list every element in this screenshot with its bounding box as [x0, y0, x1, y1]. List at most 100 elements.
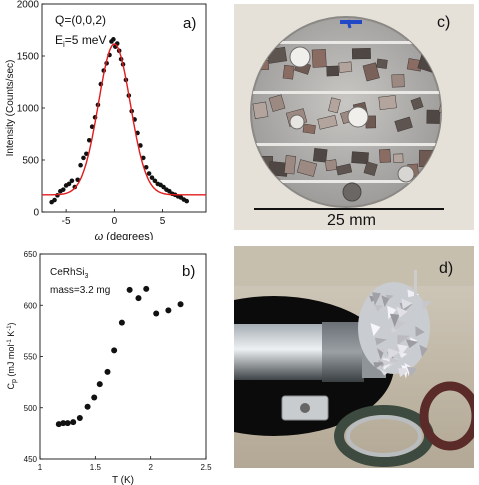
foil-crinkle	[374, 305, 383, 313]
foil-crinkle	[374, 337, 387, 346]
foil-crinkle	[391, 326, 398, 333]
data-point-a	[86, 137, 92, 143]
crystal-piece	[393, 153, 404, 163]
foil-crinkle	[405, 339, 419, 349]
foil-crinkle	[387, 305, 397, 320]
data-point-b	[91, 394, 98, 401]
data-point-b	[96, 381, 103, 388]
x-tick-label-b: 2.5	[200, 463, 212, 472]
crystal-piece	[394, 116, 413, 132]
y-axis-label-a: Intensity (Counts/sec)	[5, 60, 16, 157]
data-point-a	[89, 124, 95, 130]
x-axis-label-b: T (K)	[112, 475, 134, 485]
photo-d-drawing	[234, 246, 474, 468]
foil-crinkle	[401, 298, 413, 310]
crystal-piece	[363, 161, 378, 176]
photo-sample-holder: d)	[234, 246, 474, 468]
foil-crinkle	[396, 306, 408, 318]
crystal-piece	[311, 48, 327, 68]
y-tick-label-b: 450	[24, 455, 38, 464]
data-point-b	[104, 368, 111, 375]
data-point-b	[60, 420, 67, 427]
crystal-piece	[284, 155, 297, 175]
panel-label-d: d)	[439, 260, 454, 277]
foil-crinkle	[415, 326, 425, 337]
y-tick-label-a: 1500	[17, 52, 40, 63]
crystal-piece	[335, 163, 353, 176]
crystal-piece	[252, 101, 269, 119]
photo-c-drawing	[234, 4, 474, 230]
x-tick-label-b: 1	[38, 463, 43, 472]
crystal-piece	[338, 61, 353, 73]
scale-bar-label: 25 mm	[327, 212, 376, 229]
panel-label-c: c)	[437, 14, 451, 31]
y-tick-label-b: 500	[24, 404, 38, 413]
x-tick-label-a: 0	[112, 216, 118, 227]
crystal-piece	[326, 65, 340, 77]
data-point-a	[184, 198, 190, 204]
data-point-a	[140, 155, 146, 161]
x-tick-label-b: 2	[148, 463, 153, 472]
panel-label-b: b)	[182, 263, 195, 280]
annot-ei: Ei=5 meV	[55, 33, 107, 49]
data-point-b	[143, 285, 150, 292]
y-axis-label-b: Cp (mJ mol-1 K-1)	[6, 322, 18, 389]
data-point-a	[146, 171, 152, 176]
y-tick-label-a: 2000	[17, 0, 40, 11]
y-tick-label-a: 1000	[17, 104, 40, 115]
data-point-a	[69, 178, 75, 184]
data-point-b	[111, 347, 118, 354]
data-point-a	[52, 197, 57, 203]
y-tick-label-a: 0	[33, 208, 39, 219]
crystal-piece	[391, 74, 405, 88]
x-axis-label-a: ω (degrees)	[95, 231, 154, 240]
foil-crinkle	[397, 335, 411, 345]
data-point-b	[70, 419, 77, 426]
data-point-a	[60, 187, 66, 192]
data-point-b	[165, 307, 172, 314]
crystal-piece	[282, 64, 295, 80]
data-point-a	[143, 164, 149, 170]
crystal-piece	[351, 151, 369, 165]
foil-crinkle	[389, 313, 400, 328]
data-point-b	[64, 420, 71, 427]
x-tick-label-a: -5	[62, 216, 71, 227]
foil-crinkle	[380, 358, 394, 366]
foil-crinkle	[396, 344, 409, 356]
crystal-piece	[328, 97, 341, 114]
data-point-a	[78, 162, 83, 168]
x-tick-label-a: 5	[160, 216, 166, 227]
foil-crinkle	[381, 295, 390, 307]
data-point-b	[84, 403, 91, 410]
foil-crinkle	[421, 301, 432, 311]
foil-crinkle	[407, 289, 420, 298]
foil-crinkle	[373, 362, 386, 369]
data-point-a	[152, 178, 158, 184]
crystal-piece	[362, 62, 380, 82]
annot-q: Q=(0,0,2)	[55, 13, 106, 27]
crystal-piece	[426, 109, 440, 124]
data-point-b	[177, 301, 184, 308]
data-point-a	[138, 143, 143, 148]
crystal-piece	[324, 159, 338, 172]
foil-crinkle	[406, 366, 417, 377]
data-point-b	[76, 415, 83, 421]
crystal-piece	[410, 97, 424, 111]
data-point-a	[66, 181, 72, 187]
data-point-a	[149, 175, 155, 180]
data-point-b	[118, 319, 125, 326]
crystal-piece	[378, 95, 397, 110]
panel-label-a: a)	[183, 15, 196, 32]
fit-curve	[42, 43, 206, 196]
foil-crinkle	[379, 369, 388, 376]
annot-mass: mass=3.2 mg	[50, 285, 110, 296]
data-point-b	[135, 295, 142, 302]
y-tick-label-b: 550	[24, 353, 38, 362]
data-point-b	[126, 286, 133, 293]
crystal-piece	[378, 148, 391, 163]
annot-compound: CeRhSi3	[50, 267, 88, 280]
foil-crinkle	[377, 348, 384, 361]
x-tick-label-b: 1.5	[90, 463, 102, 472]
data-point-a	[84, 151, 89, 157]
